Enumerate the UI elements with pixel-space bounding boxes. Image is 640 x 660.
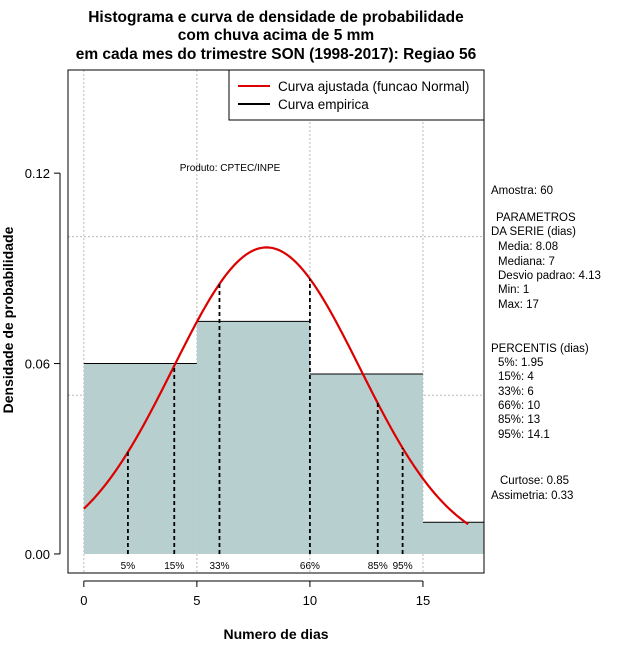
histogram-bar-2 bbox=[309, 374, 423, 554]
axes: 0 5 10 15 0.00 0.06 0.12 bbox=[25, 69, 485, 608]
chart-title-line-2: com chuva acima de 5 mm bbox=[178, 27, 374, 44]
x-tick-label-3: 15 bbox=[416, 593, 430, 608]
legend-box bbox=[228, 69, 485, 121]
histogram-bar-3 bbox=[422, 522, 484, 554]
x-tick-label-1: 5 bbox=[193, 593, 200, 608]
stat-desvio: Desvio padrao: 4.13 bbox=[498, 270, 601, 282]
stat-p85: 85%: 13 bbox=[498, 414, 540, 426]
stat-mediana: Mediana: 7 bbox=[498, 256, 555, 268]
legend-label-empirical: Curva empirica bbox=[278, 97, 369, 112]
percentile-label-0: 5% bbox=[121, 561, 136, 572]
y-axis-label: Densidade de probabilidade bbox=[0, 226, 16, 413]
stat-p33: 33%: 6 bbox=[498, 386, 534, 398]
normal-curve bbox=[83, 246, 469, 526]
stat-max: Max: 17 bbox=[498, 299, 539, 311]
stat-p5: 5%: 1.95 bbox=[498, 357, 543, 369]
percentile-label-4: 85% bbox=[368, 561, 388, 572]
percentile-lines: 5% 15% 33% 66% 85% 95% bbox=[121, 278, 413, 572]
stat-p95: 95%: 14.1 bbox=[498, 429, 550, 441]
stat-media: Media: 8.08 bbox=[498, 241, 558, 253]
percentile-label-2: 33% bbox=[209, 561, 229, 572]
statistics-panel: Amostra: 60 PARAMETROS DA SERIE (dias) M… bbox=[491, 185, 601, 502]
histogram-bars bbox=[83, 320, 484, 554]
stat-params-title-2: DA SERIE (dias) bbox=[491, 226, 576, 238]
y-tick-label-2: 0.12 bbox=[25, 166, 50, 181]
legend-label-fitted: Curva ajustada (funcao Normal) bbox=[278, 79, 469, 94]
stat-percentis-title: PERCENTIS (dias) bbox=[491, 343, 589, 355]
product-annotation: Produto: CPTEC/INPE bbox=[180, 163, 281, 174]
chart-title-line-1: Histograma e curva de densidade de proba… bbox=[88, 9, 464, 26]
stat-min: Min: 1 bbox=[498, 284, 529, 296]
percentile-label-5: 95% bbox=[393, 561, 413, 572]
normal-curve-line bbox=[83, 246, 469, 526]
chart-title-line-3: em cada mes do trimestre SON (1998-2017)… bbox=[76, 46, 477, 63]
stat-params-title-1: PARAMETROS bbox=[496, 212, 576, 224]
x-tick-label-0: 0 bbox=[80, 593, 87, 608]
stat-p15: 15%: 4 bbox=[498, 371, 534, 383]
x-axis-label: Numero de dias bbox=[223, 626, 328, 642]
stat-sample: Amostra: 60 bbox=[491, 185, 553, 197]
stat-p66: 66%: 10 bbox=[498, 400, 540, 412]
percentile-label-3: 66% bbox=[300, 561, 320, 572]
stat-assimetria: Assimetria: 0.33 bbox=[491, 490, 573, 502]
y-tick-label-1: 0.06 bbox=[25, 357, 50, 372]
stat-curtose: Curtose: 0.85 bbox=[500, 475, 569, 487]
histogram-bar-0 bbox=[83, 363, 197, 554]
y-tick-label-0: 0.00 bbox=[25, 547, 50, 562]
percentile-label-1: 15% bbox=[164, 561, 184, 572]
x-tick-label-2: 10 bbox=[303, 593, 317, 608]
histogram-bar-1 bbox=[196, 321, 310, 554]
legend: Curva ajustada (funcao Normal) Curva emp… bbox=[228, 69, 485, 121]
